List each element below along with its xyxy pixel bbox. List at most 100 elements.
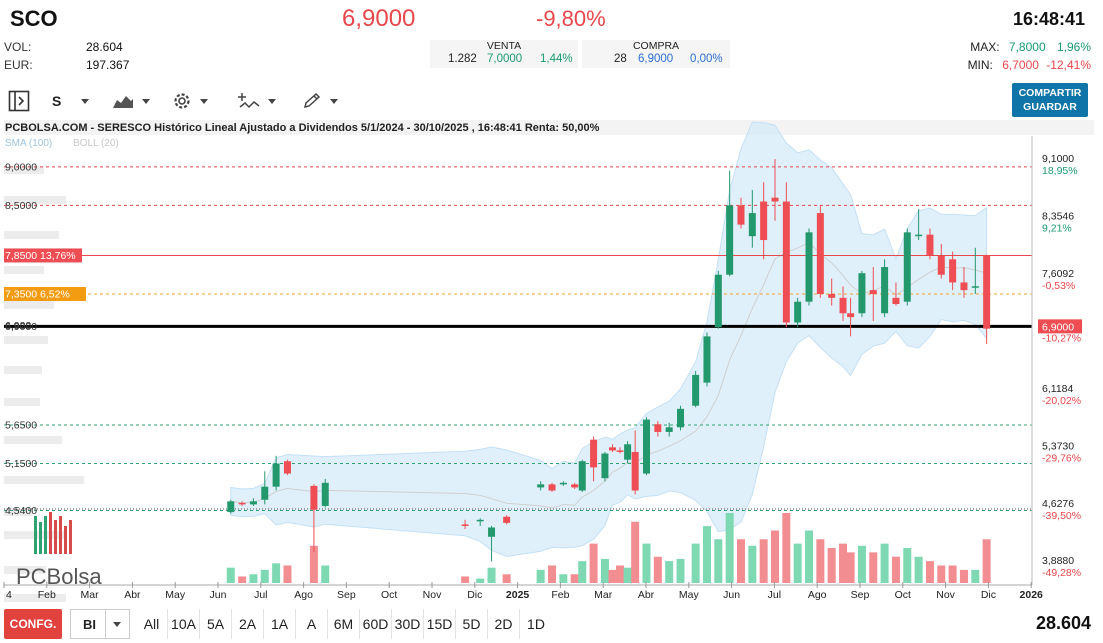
candle-body[interactable] [578, 461, 586, 491]
candle-body[interactable] [692, 374, 700, 406]
candle-body[interactable] [608, 447, 616, 451]
last-price: 6,9000 [342, 5, 416, 32]
period-60d[interactable]: 60D [360, 609, 392, 639]
candle-body[interactable] [643, 419, 650, 474]
chart-canvas[interactable]: PCBOLSA.COM - SERESCO Histórico Lineal A… [0, 118, 1103, 605]
candle-body[interactable] [960, 282, 968, 291]
period-30d[interactable]: 30D [392, 609, 424, 639]
panel-toggle-button[interactable] [8, 87, 30, 115]
candle-body[interactable] [971, 286, 979, 288]
candle-body[interactable] [261, 486, 269, 500]
volume-bar [793, 543, 802, 583]
candle-body[interactable] [310, 485, 318, 510]
candle-body[interactable] [782, 201, 790, 323]
save-label: GUARDAR [1023, 101, 1077, 113]
volume-profile-bar [4, 266, 44, 274]
candle-body[interactable] [937, 255, 945, 275]
candle-body[interactable] [272, 463, 280, 487]
chart-type-dropdown[interactable] [112, 87, 150, 115]
candle-body[interactable] [748, 213, 756, 237]
volume-bar [702, 526, 711, 583]
volume-profile-bar [4, 436, 62, 444]
max-value: 7,8000 [1008, 40, 1046, 54]
candle-body[interactable] [654, 424, 662, 432]
candle-body[interactable] [869, 290, 877, 294]
period-6m[interactable]: 6M [328, 609, 360, 639]
period-5a[interactable]: 5A [200, 609, 232, 639]
candle-body[interactable] [601, 453, 609, 479]
candle-body[interactable] [714, 274, 722, 328]
period-a[interactable]: A [296, 609, 328, 639]
candle-body[interactable] [665, 427, 673, 432]
candle-body[interactable] [559, 482, 567, 485]
candle-body[interactable] [737, 205, 745, 225]
candle-body[interactable] [881, 267, 889, 314]
candle-body[interactable] [903, 232, 911, 302]
candle-body[interactable] [249, 501, 257, 505]
timeframe-dropdown[interactable]: S [52, 87, 90, 115]
share-save-button[interactable]: COMPARTIR GUARDAR [1012, 83, 1088, 117]
time-tick-label: Mar [81, 589, 100, 601]
candle-body[interactable] [624, 444, 632, 460]
candle-body[interactable] [949, 259, 957, 283]
candle-body[interactable] [983, 255, 991, 329]
time-tick-label: Jun [723, 589, 740, 601]
period-2d[interactable]: 2D [488, 609, 520, 639]
candle-body[interactable] [571, 484, 579, 488]
eur-row: EUR: 197.367 [4, 58, 134, 74]
candle-body[interactable] [677, 408, 685, 428]
period-1d[interactable]: 1D [527, 616, 545, 632]
candle-body[interactable] [816, 213, 824, 294]
candle-body[interactable] [590, 439, 598, 468]
right-price-label: 5,3730 [1042, 440, 1074, 452]
candle-body[interactable] [616, 450, 624, 452]
candle-body[interactable] [283, 461, 291, 474]
candle-body[interactable] [915, 234, 923, 237]
candle-body[interactable] [476, 519, 484, 522]
volume-bar [857, 545, 866, 583]
volume-label: VOL: [4, 40, 32, 54]
boll-legend[interactable]: BOLL (20) [73, 138, 119, 149]
candle-body[interactable] [488, 527, 496, 537]
period-2a[interactable]: 2A [232, 609, 264, 639]
period-all[interactable]: All [136, 609, 168, 639]
left-price-label: 7,3500 6,52% [5, 288, 70, 300]
candle-body[interactable] [858, 273, 866, 314]
price-tag-bg [4, 286, 86, 301]
period-1a[interactable]: 1A [264, 609, 296, 639]
candle-body[interactable] [847, 313, 855, 318]
sma-legend[interactable]: SMA (100) [5, 138, 52, 149]
scale-select[interactable]: BI [70, 609, 130, 639]
candle-body[interactable] [771, 197, 779, 202]
logo-text: PCBolsa [16, 564, 102, 589]
drawing-tools-dropdown[interactable] [302, 87, 338, 115]
settings-dropdown[interactable] [172, 87, 208, 115]
candle-body[interactable] [828, 293, 836, 298]
volume-bar [714, 539, 723, 583]
candle-body[interactable] [839, 297, 847, 314]
chart-toolbar: S [0, 82, 1103, 118]
period-5d[interactable]: 5D [456, 609, 488, 639]
candle-body[interactable] [631, 451, 639, 491]
candle-body[interactable] [703, 336, 711, 383]
period-10a[interactable]: 10A [168, 609, 200, 639]
candle-body[interactable] [805, 232, 813, 302]
candle-body[interactable] [794, 301, 802, 323]
ticker-symbol: SCO [10, 6, 58, 31]
period-15d[interactable]: 15D [424, 609, 456, 639]
candle-body[interactable] [892, 297, 900, 305]
candle-body[interactable] [548, 484, 556, 491]
chart-title: PCBOLSA.COM - SERESCO Histórico Lineal A… [5, 122, 600, 134]
candle-body[interactable] [726, 205, 734, 275]
candle-body[interactable] [461, 524, 469, 526]
candle-body[interactable] [760, 201, 768, 241]
config-button[interactable]: CONFG. [4, 609, 62, 639]
candle-body[interactable] [227, 501, 235, 513]
candle-body[interactable] [321, 482, 329, 506]
candle-body[interactable] [238, 502, 246, 505]
indicators-dropdown[interactable] [238, 87, 276, 115]
candle-body[interactable] [537, 484, 545, 488]
price-chart[interactable]: PCBOLSA.COM - SERESCO Histórico Lineal A… [0, 118, 1103, 605]
candle-body[interactable] [926, 234, 934, 256]
candle-body[interactable] [503, 516, 511, 523]
